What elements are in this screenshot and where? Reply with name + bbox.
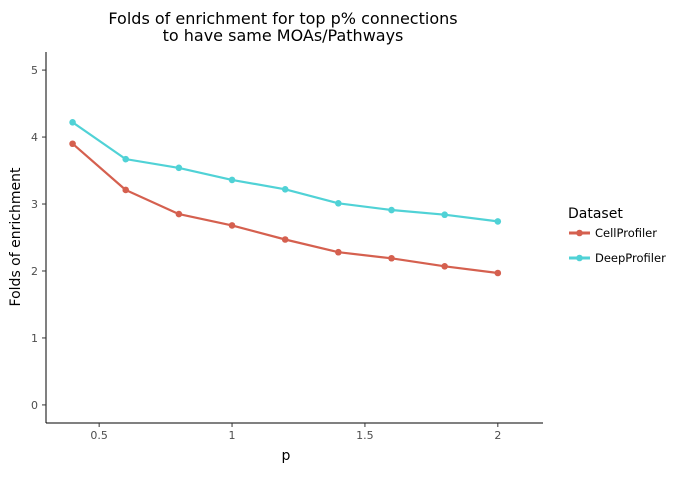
data-point-deepprofiler [441,211,448,219]
y-axis-title: Folds of enrichment [8,167,24,306]
y-tick-label: 1 [31,332,38,345]
series-line-deepprofiler [71,121,498,223]
x-tick-label: 2 [494,429,501,442]
chart-title-line-1: Folds of enrichment for top p% connectio… [108,9,457,28]
data-point-deepprofiler [335,200,342,207]
y-tick-label: 4 [31,131,38,144]
y-tick-label: 0 [31,399,38,412]
data-point-deepprofiler [122,155,130,163]
data-point-deepprofiler [228,176,236,184]
x-tick-label: 1 [229,429,236,442]
legend-label-cellprofiler: CellProfiler [595,226,657,240]
series-line-cellprofiler [71,142,498,275]
legend-title: Dataset [568,206,623,222]
y-tick-label: 5 [31,64,38,77]
axes [45,52,543,424]
legend-key-point-deepprofiler [576,254,583,262]
data-point-cellprofiler [494,269,502,277]
data-point-cellprofiler [281,236,289,243]
data-point-deepprofiler [494,218,502,225]
y-tick-label: 2 [31,265,38,278]
y-tick-label: 3 [31,198,38,211]
data-point-cellprofiler [388,254,395,262]
x-axis-title: p [282,448,291,464]
data-point-cellprofiler [441,262,448,270]
series [69,119,502,277]
data-point-deepprofiler [388,206,395,214]
x-tick-label: 0.5 [90,429,108,442]
data-point-deepprofiler [281,185,289,193]
data-point-cellprofiler [175,210,183,218]
data-point-cellprofiler [69,140,76,148]
data-point-deepprofiler [175,164,183,172]
legend: Dataset CellProfiler DeepProfiler [568,206,666,265]
data-point-cellprofiler [335,248,342,256]
data-point-cellprofiler [228,222,236,229]
x-tick-label: 1.5 [356,429,374,442]
legend-label-deepprofiler: DeepProfiler [595,251,666,265]
data-point-cellprofiler [122,186,130,194]
ticks: 0.5 1 1.5 2 0 1 2 3 4 5 [31,64,501,442]
data-point-deepprofiler [69,119,76,126]
legend-key-point-cellprofiler [576,229,583,237]
chart-title-line-2: to have same MOAs/Pathways [163,26,404,45]
